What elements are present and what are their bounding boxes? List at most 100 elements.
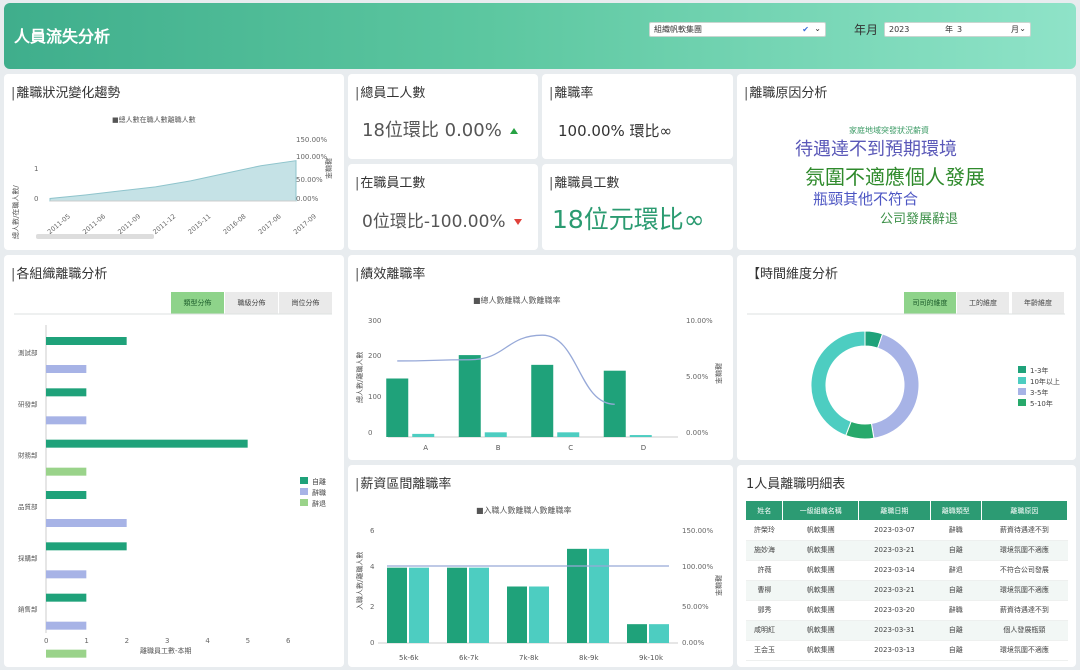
salary-bar-out <box>649 624 669 643</box>
trend-x-tick: 2017-06 <box>257 212 283 236</box>
tab-post[interactable]: 崗位分佈 <box>279 292 332 314</box>
arrow-up-icon <box>509 128 518 134</box>
salary-bar-in <box>627 624 647 643</box>
kpi-active-value-wrap: 0位環比-100.00% <box>362 207 522 232</box>
timedim-chart: 1-3年 10年以上 3-5年 5-10年 <box>747 313 1065 440</box>
salary-x-tick: 9k-10k <box>639 654 664 662</box>
donut-legend-swatch <box>1018 377 1026 384</box>
reasons-card: 離職原因分析 家庭地域突發狀況薪資 待遇達不到預期環境 氛圍不適應個人發展 瓶頸… <box>737 74 1076 250</box>
org-x-tick: 6 <box>286 637 291 645</box>
org-bar <box>46 542 127 551</box>
salary-y-tick: 0 <box>370 639 374 647</box>
kpi-rate-card: 離職率 100.00% 環比∞ <box>542 74 733 159</box>
trend-y-label: 總人數/在職人數/ <box>11 185 20 239</box>
month-unit: 月 <box>1011 25 1019 34</box>
table-header-cell[interactable]: 離職類型 <box>930 501 982 520</box>
kpi-active-title: 在職員工數 <box>355 172 425 191</box>
org-bar <box>46 416 87 425</box>
table-cell: 帆軟集團 <box>782 620 859 641</box>
table-header-cell[interactable]: 離職日期 <box>858 501 931 520</box>
table-cell: 自離 <box>930 640 982 661</box>
org-bar <box>46 519 127 527</box>
table-row[interactable]: 咸明紅 帆軟集團 2023-03-31 自離 個人發展瓶頸 <box>746 620 1068 641</box>
table-cell: 帆軟集團 <box>782 540 859 561</box>
table-row[interactable]: 鄧秀 帆軟集團 2023-03-20 辭職 薪資待遇達不到 <box>746 600 1068 621</box>
table-cell: 辭職 <box>930 600 982 621</box>
salary-y-tick: 6 <box>370 527 375 535</box>
trend-x-tick: 2017-09 <box>292 212 318 236</box>
detail-title: 1人員離職明細表 <box>746 477 846 492</box>
perf-y-label: 總人數/離職人數 <box>355 352 364 403</box>
perf-bar-leave <box>412 433 435 437</box>
table-cell: 自離 <box>930 620 982 641</box>
table-cell: 帆軟集團 <box>782 580 859 601</box>
chevron-down-icon: ⌄ <box>814 24 821 33</box>
org-select[interactable]: 組織帆軟集團 ✔ ⌄ <box>649 22 826 37</box>
perf-bar-total <box>386 378 409 437</box>
trend-scrollbar[interactable] <box>36 234 154 239</box>
table-cell: 薪資待遇達不到 <box>981 520 1068 541</box>
kpi-leave-title: 離職員工數 <box>549 172 619 191</box>
perf-rate-line <box>397 334 615 405</box>
table-cell: 2023-03-13 <box>858 640 931 661</box>
trend-y-tick: 1 <box>34 165 38 173</box>
perf-y-tick: 300 <box>368 317 381 325</box>
perf-y-tick: 0 <box>368 429 372 437</box>
kpi-total-value: 18位環比 0.00% <box>362 120 502 141</box>
salary-y2-tick: 0.00% <box>682 639 705 647</box>
tab-type[interactable]: 類型分佈 <box>171 292 224 314</box>
perf-title: 績效離職率 <box>355 263 425 282</box>
table-header-cell[interactable]: 一級組織名稱 <box>782 501 860 520</box>
table-cell: 許薇 <box>746 560 783 581</box>
table-row[interactable]: 許榮玲 帆軟集團 2023-03-07 辭職 薪資待遇達不到 <box>746 520 1068 541</box>
kpi-rate-value: 100.00% 環比∞ <box>558 122 673 140</box>
donut-legend-label: 3-5年 <box>1030 388 1048 397</box>
table-header-cell[interactable]: 離職原因 <box>981 501 1069 520</box>
perf-y-tick: 200 <box>368 352 381 360</box>
table-header-cell[interactable]: 姓名 <box>746 501 784 520</box>
salary-bar-in <box>447 567 467 643</box>
org-x-tick: 3 <box>165 637 169 645</box>
org-bar <box>46 467 87 476</box>
table-cell: 鄧秀 <box>746 600 783 621</box>
arrow-down-icon <box>513 219 522 225</box>
table-row[interactable]: 施妙海 帆軟集團 2023-03-21 自離 環境氛圍不適應 <box>746 540 1068 561</box>
table-row[interactable]: 曹柳 帆軟集團 2023-03-21 自離 環境氛圍不適應 <box>746 580 1068 601</box>
salary-bar-out <box>469 567 489 643</box>
table-cell: 環境氛圍不適應 <box>981 540 1068 561</box>
perf-y-tick: 100 <box>368 393 381 401</box>
tab-company[interactable]: 司司的維度 <box>904 292 956 314</box>
table-cell: 自離 <box>930 540 982 561</box>
perf-bar-total <box>458 355 481 437</box>
org-bar <box>46 570 87 579</box>
year-month-label: 年月 <box>854 23 879 37</box>
trend-y2-tick: 150.00% <box>296 136 327 144</box>
check-icon: ✔ <box>802 25 809 34</box>
salary-x-tick: 8k-9k <box>579 654 599 662</box>
perf-y2-tick: 0.00% <box>686 429 709 437</box>
tab-work[interactable]: 工的維度 <box>957 292 1009 314</box>
trend-y2-tick: 100.00% <box>296 153 327 161</box>
kpi-total-value-wrap: 18位環比 0.00% <box>362 116 518 142</box>
org-bar <box>46 439 248 448</box>
kpi-leave-value: 18位元環比∞ <box>552 205 705 234</box>
org-select-value: 組織帆軟集團 <box>654 25 702 34</box>
reasons-title: 離職原因分析 <box>744 82 827 101</box>
year-month-select[interactable]: 2023 年 3 月 ⌄ <box>884 22 1031 37</box>
salary-y2-tick: 50.00% <box>682 603 709 611</box>
org-category-label: 品質部 <box>18 502 38 511</box>
tab-level[interactable]: 職級分佈 <box>225 292 278 314</box>
org-category-label: 銷售部 <box>18 605 38 614</box>
trend-card: 離職狀況變化趨勢 ■總人數在職人數離職人數 總人數/在職人數/ 離職率 1 0 15… <box>4 74 344 250</box>
perf-y2-tick: 5.00% <box>686 373 709 381</box>
table-cell: 辭職 <box>930 520 982 541</box>
table-row[interactable]: 王会玉 帆軟集團 2023-03-13 自離 環境氛圍不適應 <box>746 640 1068 661</box>
perf-card: 績效離職率 ■總人數離職人數離職率 總人數/離職人數 離職率 300 200 100… <box>348 255 733 460</box>
tab-age[interactable]: 年齡維度 <box>1012 292 1064 314</box>
table-cell: 個人發展瓶頸 <box>981 620 1068 641</box>
salary-y-label: 入職人數/離職人數 <box>355 552 364 610</box>
kpi-rate-title: 離職率 <box>549 82 593 101</box>
table-row[interactable]: 許薇 帆軟集團 2023-03-14 辭退 不符合公司發展 <box>746 560 1068 581</box>
trend-x-tick: 2015-11 <box>187 212 213 236</box>
perf-chart: ■總人數離職人數離職率 總人數/離職人數 離職率 300 200 100 0 10.00… <box>355 295 723 452</box>
